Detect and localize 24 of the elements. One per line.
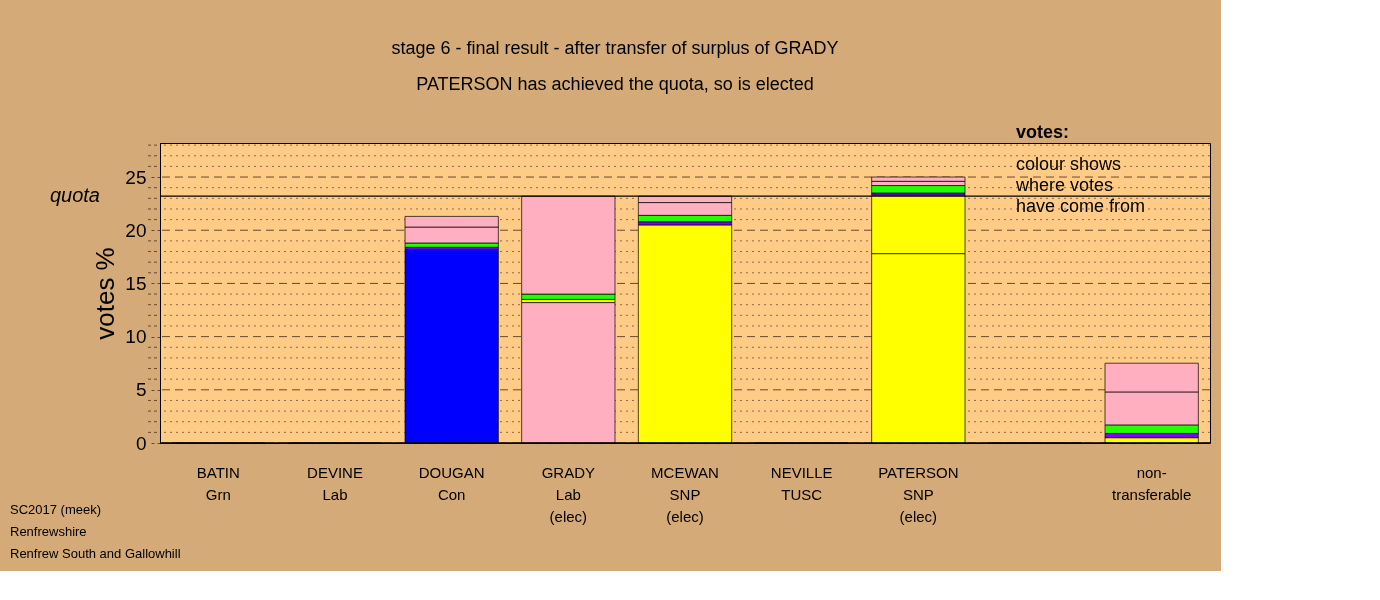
- annotation: colour shows where votes have come from: [1015, 154, 1146, 216]
- x-tick-label: PATERSON SNP (elec): [878, 463, 959, 525]
- x-tick-label: DOUGAN Con: [418, 463, 485, 503]
- x-tick-label: MCEWAN SNP (elec): [651, 463, 719, 525]
- y-tick-label: 10: [125, 326, 147, 348]
- y-tick-label: 25: [125, 166, 147, 188]
- y-tick-label: 20: [125, 219, 147, 241]
- x-tick-label: non- transferable: [1112, 463, 1192, 503]
- bar: [871, 176, 966, 182]
- chart-title: stage 6 - final result - after transfer of surplus of GRADY: [391, 38, 839, 58]
- x-tick-label: GRADY Lab (elec): [541, 463, 596, 525]
- x-tick-label: BATIN Grn: [196, 463, 240, 503]
- chart-subtitle: PATERSON has achieved the quota, so is elected: [416, 74, 814, 94]
- ref-line-label: quota: [49, 184, 100, 207]
- y-tick-label: 5: [135, 379, 147, 401]
- y-axis-title: votes %: [90, 247, 121, 340]
- text: Renfrewshire: [10, 524, 87, 539]
- x-tick-label: NEVILLE TUSC: [770, 463, 833, 503]
- text: SC2017 (meek): [10, 502, 102, 517]
- y-tick-label: 0: [135, 432, 147, 454]
- text: votes:: [1016, 122, 1070, 142]
- text: Renfrew South and Gallowhill: [10, 546, 181, 561]
- x-tick-label: DEVINE Lab: [307, 463, 363, 503]
- y-tick-label: 15: [125, 272, 147, 294]
